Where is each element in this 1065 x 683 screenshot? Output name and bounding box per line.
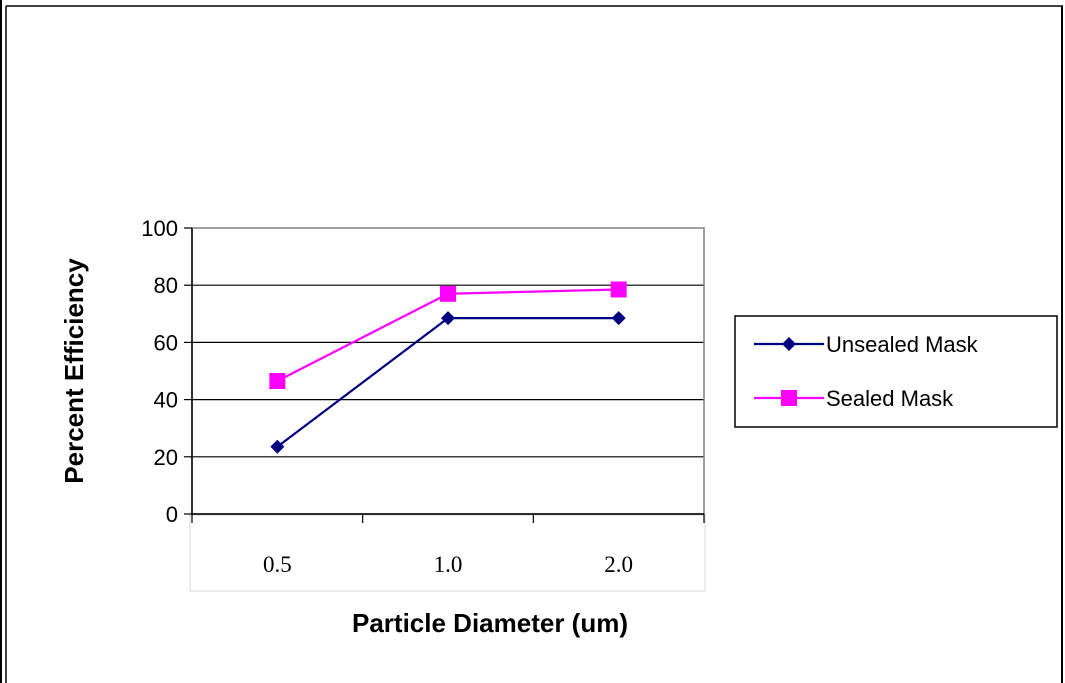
series-group <box>269 281 627 454</box>
x-axis-title: Particle Diameter (um) <box>352 608 628 638</box>
data-point <box>441 311 455 326</box>
legend-item: Unsealed Mask <box>754 332 979 357</box>
y-tick-label: 80 <box>154 273 178 298</box>
series-1 <box>269 281 627 390</box>
axes <box>184 227 705 523</box>
y-tick-label: 40 <box>154 388 178 413</box>
y-tick-label: 20 <box>154 445 178 470</box>
data-point <box>270 439 285 454</box>
legend-label: Unsealed Mask <box>826 332 979 357</box>
y-tick-labels: 0 20 40 60 80 100 <box>141 216 178 527</box>
data-point <box>611 311 626 326</box>
data-point <box>269 373 286 390</box>
data-point <box>610 281 627 298</box>
y-tick-label: 100 <box>141 216 178 241</box>
y-axis-title: Percent Efficiency <box>59 258 89 484</box>
legend-box <box>734 315 1058 428</box>
legend-item: Sealed Mask <box>754 386 954 411</box>
x-tick-label: 1.0 <box>434 552 463 577</box>
series-line <box>276 316 619 448</box>
x-tick-label-box <box>189 514 706 592</box>
y-tick-label: 0 <box>166 502 178 527</box>
legend-swatch-marker <box>781 390 797 406</box>
series-line <box>276 288 619 382</box>
plot-area <box>191 227 705 515</box>
y-tick-label: 60 <box>154 330 178 355</box>
legend-swatch-marker <box>782 337 796 351</box>
x-tick-label: 0.5 <box>263 552 292 577</box>
gridlines <box>192 284 704 458</box>
series-0 <box>270 311 626 454</box>
legend-label: Sealed Mask <box>826 386 954 411</box>
x-tick-label: 2.0 <box>604 552 633 577</box>
x-tick-labels: 0.5 1.0 2.0 <box>263 552 633 577</box>
legend: Unsealed Mask Sealed Mask <box>734 315 1058 428</box>
data-point <box>440 285 456 302</box>
